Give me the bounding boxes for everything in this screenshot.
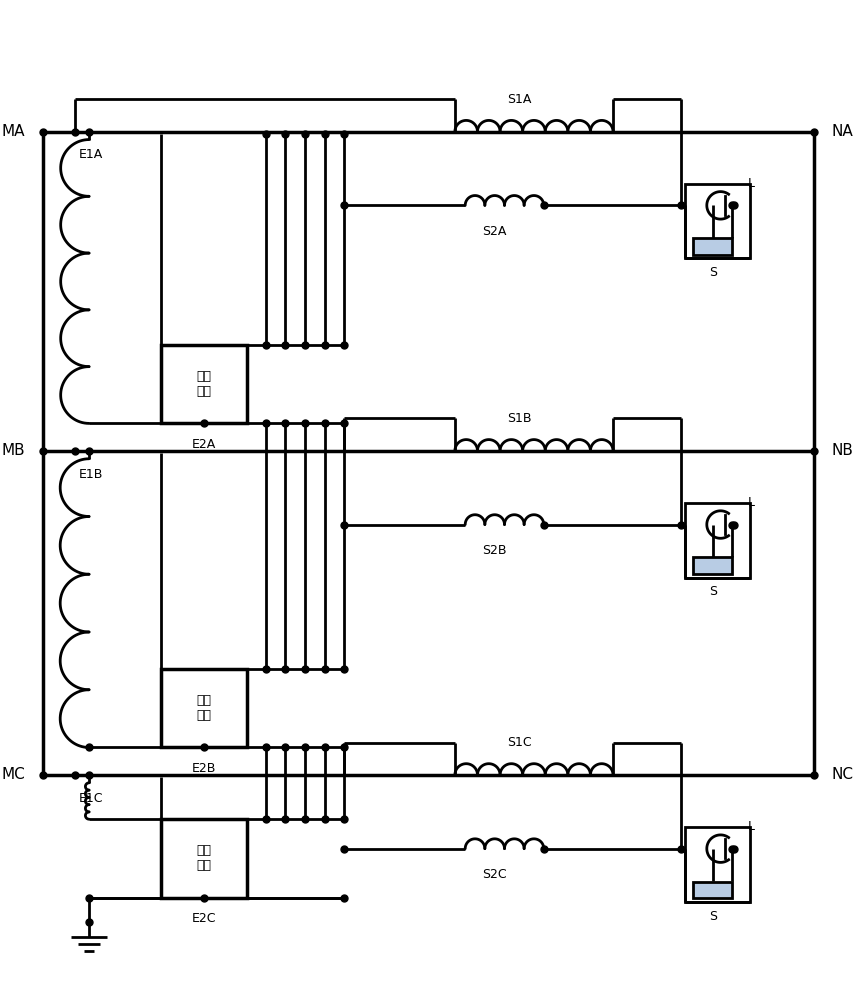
Text: E1C: E1C xyxy=(80,792,103,805)
Text: L: L xyxy=(748,496,755,509)
Text: S2A: S2A xyxy=(482,225,507,238)
Text: E2A: E2A xyxy=(192,438,216,451)
Text: NB: NB xyxy=(832,443,853,458)
Text: MA: MA xyxy=(2,124,25,139)
Text: E1B: E1B xyxy=(80,468,103,481)
Text: S: S xyxy=(709,910,716,923)
Text: 调压
开关: 调压 开关 xyxy=(197,844,211,872)
Text: S1A: S1A xyxy=(507,93,532,106)
Bar xyxy=(693,882,733,898)
Text: E2C: E2C xyxy=(192,912,216,925)
Bar xyxy=(685,827,750,902)
Bar xyxy=(161,345,247,423)
Text: L: L xyxy=(748,177,755,190)
Text: MC: MC xyxy=(2,767,25,782)
Text: S: S xyxy=(709,266,716,279)
Text: 调压
开关: 调压 开关 xyxy=(197,694,211,722)
Text: NC: NC xyxy=(832,767,853,782)
Text: E2B: E2B xyxy=(192,762,216,775)
Text: NA: NA xyxy=(832,124,853,139)
Bar xyxy=(685,503,750,578)
Text: S2C: S2C xyxy=(482,868,507,881)
Text: 调压
开关: 调压 开关 xyxy=(197,370,211,398)
Bar xyxy=(161,819,247,898)
Text: S2B: S2B xyxy=(482,544,507,557)
Text: E1A: E1A xyxy=(80,148,103,161)
Bar xyxy=(693,238,733,255)
Text: S1B: S1B xyxy=(507,412,532,425)
Text: S1C: S1C xyxy=(507,736,532,749)
Text: L: L xyxy=(748,820,755,833)
Bar xyxy=(685,184,750,258)
Text: MB: MB xyxy=(2,443,25,458)
Bar xyxy=(161,669,247,747)
Bar xyxy=(693,557,733,574)
Text: S: S xyxy=(709,585,716,598)
